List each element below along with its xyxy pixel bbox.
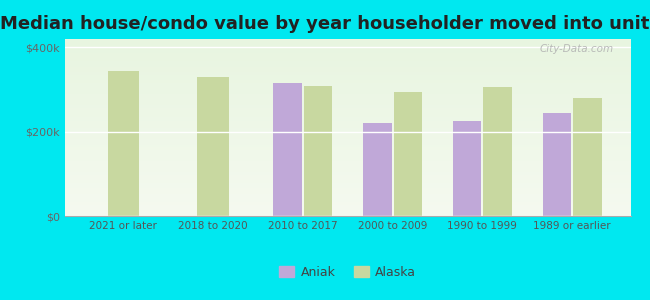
- Bar: [453, 121, 482, 216]
- Bar: [543, 113, 571, 216]
- Bar: [198, 77, 229, 216]
- Bar: [304, 86, 333, 216]
- Legend: Aniak, Alaska: Aniak, Alaska: [274, 261, 421, 284]
- Bar: [484, 88, 512, 216]
- Text: Median house/condo value by year householder moved into unit: Median house/condo value by year househo…: [0, 15, 650, 33]
- Bar: [573, 98, 602, 216]
- Bar: [273, 83, 302, 216]
- Text: City-Data.com: City-Data.com: [540, 44, 614, 54]
- Bar: [363, 123, 392, 216]
- Bar: [393, 92, 422, 216]
- Bar: [107, 70, 139, 216]
